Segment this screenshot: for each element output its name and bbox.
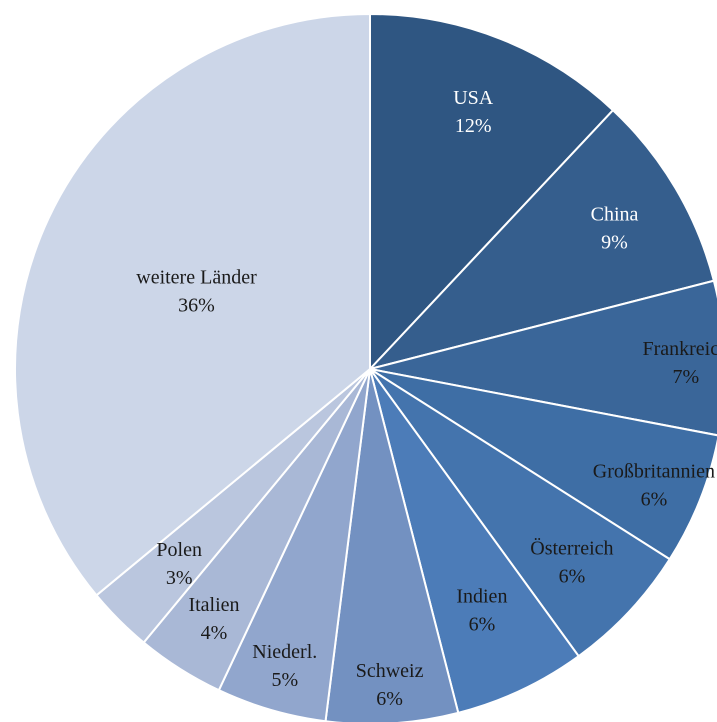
slice-name-österreich: Österreich xyxy=(530,537,613,560)
slice-name-frankreich: Frankreich xyxy=(642,338,717,360)
slice-percent-usa: 12% xyxy=(455,115,492,137)
slice-percent-niederl-: 5% xyxy=(271,669,298,691)
slice-name-china: China xyxy=(591,203,639,225)
slice-percent-italien: 4% xyxy=(201,622,228,644)
slice-percent-schweiz: 6% xyxy=(376,688,403,710)
pie-slice-usa xyxy=(369,12,615,372)
slice-percent-indien: 6% xyxy=(469,614,496,636)
slice-label-großbritannien: Großbritannien 6% xyxy=(593,460,715,510)
slice-name-indien: Indien xyxy=(456,586,507,608)
slice-name-usa: USA xyxy=(453,87,494,109)
slice-percent-österreich: 6% xyxy=(559,566,586,588)
slice-name-niederl-: Niederl. xyxy=(252,641,317,663)
slice-name-großbritannien: Großbritannien xyxy=(593,460,715,482)
slice-percent-weitere-länder: 36% xyxy=(178,294,215,316)
slice-label-china: China 9% xyxy=(591,203,639,253)
slice-label-usa: USA 12% xyxy=(453,87,494,137)
pie-slice-weitere-länder xyxy=(14,12,371,597)
slice-label-schweiz: Schweiz 6% xyxy=(356,660,424,710)
pie-slice-china xyxy=(366,108,716,371)
pie-slice-frankreich xyxy=(369,279,717,437)
pie-slice-indien xyxy=(369,368,581,715)
slice-label-italien: Italien 4% xyxy=(188,594,239,644)
slice-label-niederl-: Niederl. 5% xyxy=(252,641,317,691)
slice-percent-china: 9% xyxy=(601,231,628,253)
slice-percent-polen: 3% xyxy=(166,567,193,589)
slice-percent-großbritannien: 6% xyxy=(641,488,668,510)
pie-slice-österreich xyxy=(369,368,672,658)
slice-label-indien: Indien 6% xyxy=(456,586,507,636)
slice-name-weitere-länder: weitere Länder xyxy=(136,266,257,288)
slice-label-polen: Polen 3% xyxy=(156,539,202,589)
pie-labels: USA 12% China 9% Frankreich 7% Großbritannien 6… xyxy=(136,87,717,710)
slice-name-polen: Polen xyxy=(156,539,202,561)
slice-label-weitere-länder: weitere Länder 36% xyxy=(136,266,257,316)
slice-name-italien: Italien xyxy=(188,594,239,616)
pie-slice-großbritannien xyxy=(369,368,717,561)
pie-slice-schweiz xyxy=(324,368,460,722)
slice-label-frankreich: Frankreich 7% xyxy=(642,338,717,388)
pie-slices xyxy=(14,12,717,722)
slice-label-österreich: Österreich 6% xyxy=(530,537,613,588)
slice-name-schweiz: Schweiz xyxy=(356,660,424,682)
slice-percent-frankreich: 7% xyxy=(672,366,699,388)
